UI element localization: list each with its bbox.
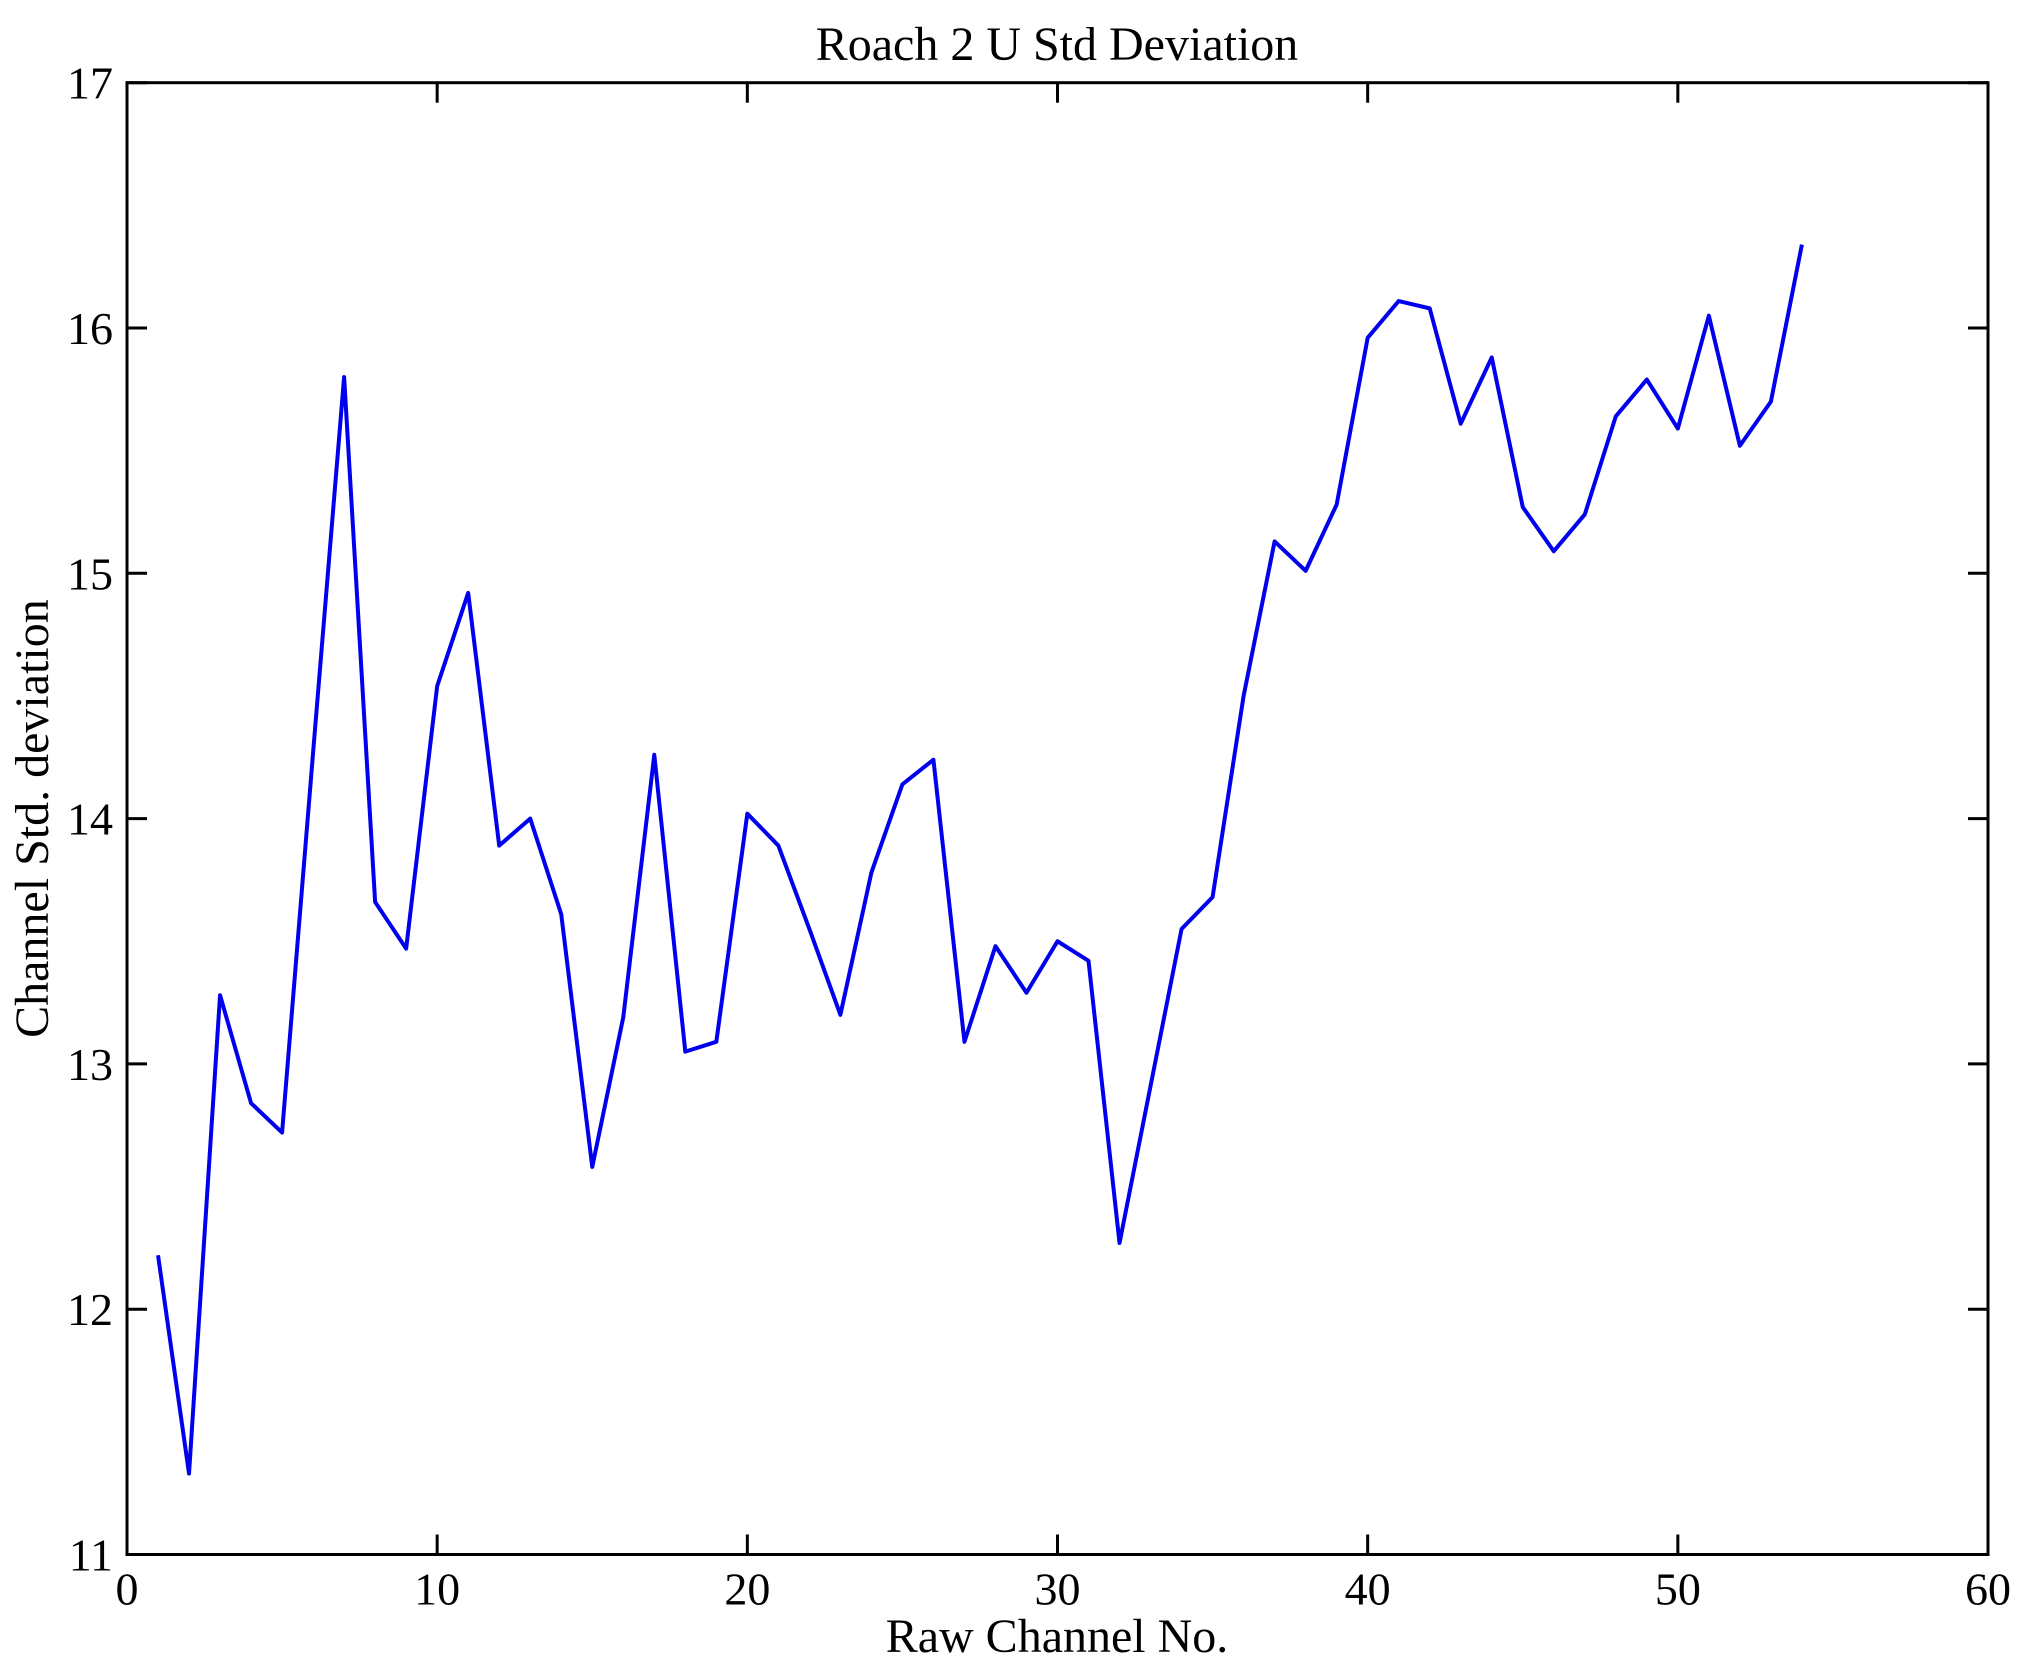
x-tick-label: 10: [414, 1564, 460, 1615]
y-tick-label: 14: [67, 794, 113, 845]
y-tick-label: 11: [69, 1530, 113, 1581]
x-tick-label: 50: [1655, 1564, 1701, 1615]
y-tick-label: 12: [67, 1284, 113, 1335]
x-tick-label: 0: [116, 1564, 139, 1615]
plot-frame: [125, 81, 1990, 1557]
x-tick-label: 60: [1965, 1564, 2011, 1615]
x-axis-label: Raw Channel No.: [886, 1610, 1229, 1663]
y-tick-label: 13: [67, 1039, 113, 1090]
data-series-layer: [156, 244, 1804, 1476]
y-axis-label: Channel Std. deviation: [6, 599, 59, 1038]
chart-title: Roach 2 U Std Deviation: [816, 18, 1299, 71]
x-tick-label: 20: [724, 1564, 770, 1615]
x-tick-label: 40: [1345, 1564, 1391, 1615]
x-tick-label: 30: [1035, 1564, 1081, 1615]
data-line-channel-std-deviation: [156, 244, 1804, 1476]
y-tick-label: 16: [67, 303, 113, 354]
y-tick-label: 15: [67, 548, 113, 599]
y-tick-label: 17: [67, 58, 113, 109]
axes: 0 10 20 30 40 50 60 11 12 13 14 15 16 17: [67, 58, 2011, 1615]
